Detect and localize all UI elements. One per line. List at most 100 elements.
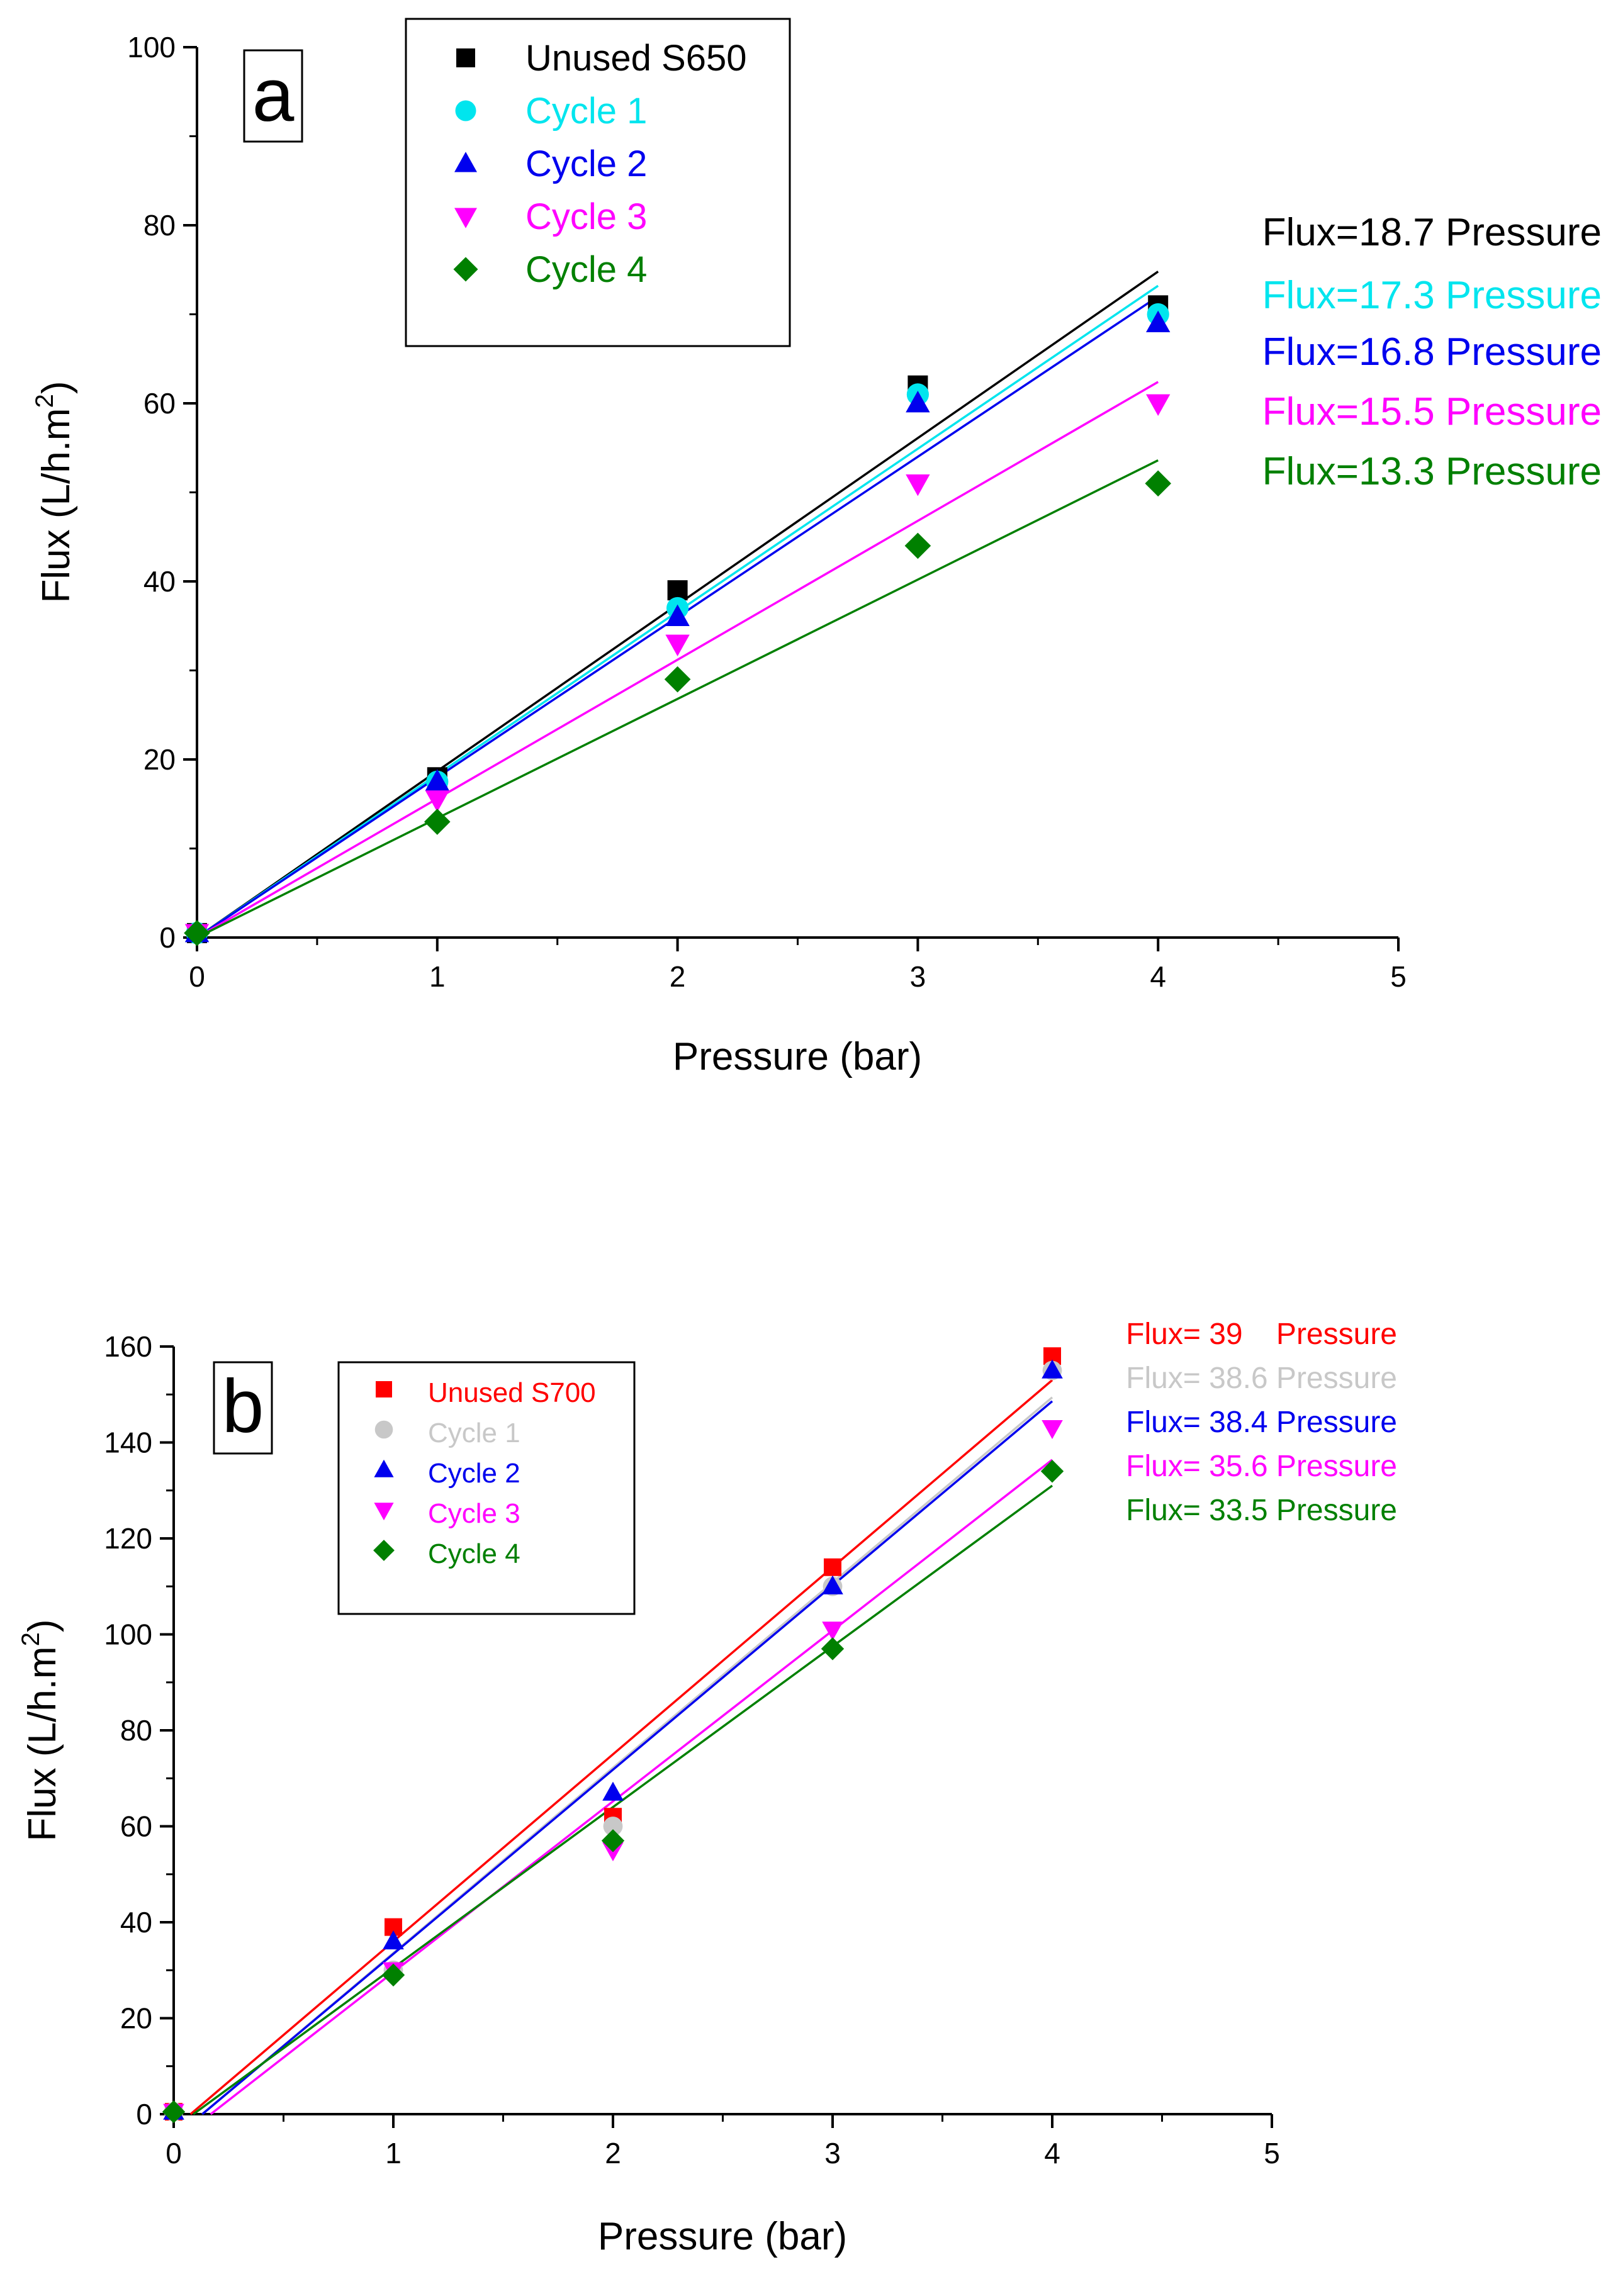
panel-a-y-tick-label: 0 xyxy=(159,921,176,954)
panel-a-y-axis-title: Flux (L/h.m2) xyxy=(31,381,78,603)
panel-b-fit-equation: Flux= 33.5 Pressure xyxy=(1126,1494,1397,1527)
panel-b-fit-equation: Flux= 35.6 Pressure xyxy=(1126,1450,1397,1483)
panel-a-x-axis-title: Pressure (bar) xyxy=(673,1035,922,1078)
panel-a-x-tick-label: 3 xyxy=(910,960,926,993)
panel-b-y-tick-label: 20 xyxy=(120,2002,152,2035)
panel-b-point-cycle-4 xyxy=(1040,1460,1064,1483)
panel-b-legend-label: Cycle 2 xyxy=(428,1458,520,1489)
panel-b-legend-box xyxy=(337,1361,636,1615)
panel-b-y-tick-label: 140 xyxy=(104,1426,152,1459)
panel-a-fit-equation: Flux=18.7 Pressure xyxy=(1262,211,1602,254)
panel-b-legend-marker xyxy=(376,1381,392,1397)
panel-a-point-cycle-2 xyxy=(665,604,690,626)
panel-b-fit-line-cycle-2 xyxy=(201,1400,1053,2115)
panel-a-legend-marker xyxy=(454,152,477,172)
panel-a-x-tick-label: 1 xyxy=(429,960,446,993)
panel-a-legend-label: Cycle 2 xyxy=(525,143,647,184)
panel-a-x-tick-label: 0 xyxy=(189,960,205,993)
panel-b-x-tick-label: 5 xyxy=(1264,2137,1280,2170)
panel-b-point-cycle-3 xyxy=(822,1621,843,1641)
panel-b-legend-label: Cycle 4 xyxy=(428,1538,520,1569)
panel-a-legend-marker xyxy=(453,257,478,282)
panel-a-legend-box xyxy=(405,18,791,347)
panel-b-legend-label: Cycle 3 xyxy=(428,1498,520,1529)
panel-b-legend-marker xyxy=(373,1540,395,1561)
panel-a-point-cycle-4 xyxy=(184,920,210,946)
panel-b-chart: 0 1 2 3 4 5 0 20 40 60 80 100 120 140 160 Pressure (ba… xyxy=(17,1318,1397,2258)
panel-b-point-unused-s700 xyxy=(824,1558,841,1576)
panel-a-letter-box xyxy=(243,49,303,143)
panel-a-letter: a xyxy=(252,53,295,137)
panel-a-fit-line-cycle-4 xyxy=(196,459,1159,939)
panel-b-x-tick-label: 3 xyxy=(824,2137,841,2170)
panel-a-fit-line-cycle-3 xyxy=(196,381,1159,939)
panel-a-point-cycle-4 xyxy=(664,666,691,693)
panel-a-y-tick-label: 20 xyxy=(143,743,176,776)
panel-b-x-tick-label: 4 xyxy=(1044,2137,1060,2170)
panel-a-point-cycle-3 xyxy=(665,634,690,657)
panel-a-point-unused-s650 xyxy=(667,580,688,601)
panel-b-x-tick-label: 1 xyxy=(385,2137,402,2170)
panel-a-legend-label: Cycle 1 xyxy=(525,91,647,132)
panel-a-point-cycle-2 xyxy=(1146,310,1171,333)
panel-a-legend-marker xyxy=(456,48,475,67)
panel-a-point-cycle-2 xyxy=(906,391,930,413)
panel-b-letter-box xyxy=(213,1361,273,1455)
panel-a-point-cycle-3 xyxy=(425,790,449,812)
panel-b-y-tick-label: 100 xyxy=(104,1618,152,1651)
panel-a-legend-marker xyxy=(454,208,477,228)
panel-a-y-tick-label: 60 xyxy=(143,387,176,420)
panel-b-legend-marker xyxy=(374,1420,393,1439)
panel-b-point-cycle-3 xyxy=(1042,1420,1063,1440)
panel-b-fit-equation: Flux= 38.4 Pressure xyxy=(1126,1406,1397,1439)
panel-a-point-cycle-4 xyxy=(904,532,931,559)
panel-b-fit-equation: Flux= 39 Pressure xyxy=(1126,1318,1397,1351)
panel-a-point-cycle-4 xyxy=(1145,470,1171,497)
panel-b-letter: b xyxy=(222,1364,264,1448)
panel-b-x-axis-title: Pressure (bar) xyxy=(598,2215,847,2258)
panel-b-point-cycle-4 xyxy=(821,1637,845,1660)
panel-b-point-cycle-2 xyxy=(602,1781,624,1801)
panel-a-legend-label: Unused S650 xyxy=(525,38,746,79)
panel-a-legend-marker xyxy=(455,100,476,121)
panel-b-x-tick-label: 0 xyxy=(166,2137,182,2170)
panel-b-y-tick-label: 60 xyxy=(120,1810,152,1843)
panel-b-fit-line-cycle-3 xyxy=(210,1459,1053,2115)
panel-a-y-tick-label: 40 xyxy=(143,565,176,598)
panel-b-point-cycle-4 xyxy=(162,2100,186,2124)
panel-b-x-tick-label: 2 xyxy=(605,2137,621,2170)
panel-b-legend-label: Unused S700 xyxy=(428,1377,596,1408)
panel-b-y-tick-label: 0 xyxy=(136,2098,152,2131)
panel-a-point-cycle-3 xyxy=(1146,394,1171,416)
panel-a-x-tick-label: 2 xyxy=(670,960,686,993)
panel-b-fit-line-unused-s700 xyxy=(189,1379,1053,2115)
panel-b-fit-equation: Flux= 38.6 Pressure xyxy=(1126,1362,1397,1395)
panel-b-point-cycle-2 xyxy=(383,1930,404,1950)
panel-b-y-tick-label: 120 xyxy=(104,1522,152,1555)
panel-a-y-tick-label: 80 xyxy=(143,209,176,242)
panel-b-y-tick-label: 40 xyxy=(120,1906,152,1939)
panel-b-legend-marker xyxy=(374,1503,394,1521)
panel-a-y-tick-label: 100 xyxy=(127,31,176,64)
panel-a-legend-label: Cycle 3 xyxy=(525,196,647,237)
panel-a-chart: 0 1 2 3 4 5 0 20 40 60 80 100 Pressure (bar) Flux (… xyxy=(31,18,1602,1078)
panel-b-point-cycle-4 xyxy=(381,1963,405,1987)
panel-a-fit-equation: Flux=13.3 Pressure xyxy=(1262,450,1602,493)
panel-a-x-tick-label: 5 xyxy=(1390,960,1407,993)
panel-b-point-cycle-4 xyxy=(601,1829,625,1852)
panel-a-point-cycle-2 xyxy=(425,769,449,791)
panel-b-legend-label: Cycle 1 xyxy=(428,1418,520,1448)
panel-b-y-tick-label: 80 xyxy=(120,1714,152,1747)
panel-b-y-tick-label: 160 xyxy=(104,1330,152,1363)
panel-a-point-cycle-3 xyxy=(906,474,930,496)
panel-a-x-tick-label: 4 xyxy=(1150,960,1166,993)
panel-a-point-cycle-4 xyxy=(424,809,451,835)
panel-b-point-cycle-2 xyxy=(822,1575,843,1594)
panel-a-fit-equation: Flux=16.8 Pressure xyxy=(1262,330,1602,374)
panel-a-fit-equation: Flux=17.3 Pressure xyxy=(1262,274,1602,317)
panel-a-legend-label: Cycle 4 xyxy=(525,249,647,290)
panel-b-y-axis-title: Flux (L/h.m2) xyxy=(17,1620,64,1842)
panel-b-legend-marker xyxy=(374,1459,394,1477)
panel-b-point-cycle-2 xyxy=(1042,1359,1063,1379)
